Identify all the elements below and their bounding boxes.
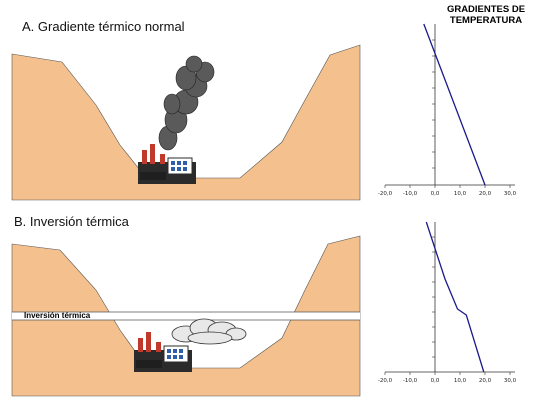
trapped-smoke-cloud-icon <box>171 318 247 345</box>
panel-a-title: A. Gradiente térmico normal <box>22 19 185 34</box>
graphs-title: GRADIENTES DE TEMPERATURA <box>436 4 536 26</box>
valley-terrain-a <box>11 44 361 201</box>
graph-a-x-tick-label: 30,0 <box>504 191 517 197</box>
graph-b-yticks <box>432 236 435 358</box>
graph-a-x-tick-label: 10,0 <box>454 191 467 197</box>
graph-a-gradient-line <box>423 23 486 186</box>
gradient-graph-a: -20,0 -10,0 0,0 10,0 20,0 30,0 <box>378 23 517 197</box>
graph-a-x-tick-label: 0,0 <box>431 191 440 197</box>
graph-a-x-tick-label: -10,0 <box>403 191 418 197</box>
graph-a-x-tick-label: 20,0 <box>479 191 492 197</box>
graphs-title-line1: GRADIENTES DE <box>446 4 526 15</box>
factory-icon-a <box>138 144 196 184</box>
inversion-layer <box>12 311 360 321</box>
graph-b-x-tick-label: 0,0 <box>431 378 440 384</box>
panel-b-title: B. Inversión térmica <box>14 214 129 229</box>
graph-b-x-tick-label: 30,0 <box>504 378 517 384</box>
smoke-plume-icon <box>158 55 215 151</box>
graph-b-x-tick-label: -20,0 <box>378 378 393 384</box>
graph-a-x-tick-group: -20,0 -10,0 0,0 10,0 20,0 30,0 <box>378 185 517 197</box>
graph-b-x-tick-label: -10,0 <box>403 378 418 384</box>
inversion-layer-label: Inversión térmica <box>24 311 91 320</box>
graph-a-yticks <box>432 39 435 169</box>
graph-a-x-tick-label: -20,0 <box>378 191 393 197</box>
graph-b-x-tick-label: 20,0 <box>479 378 492 384</box>
graph-b-gradient-line <box>425 221 485 373</box>
graphs-title-line2: TEMPERATURA <box>449 15 523 26</box>
graph-b-x-tick-label: 10,0 <box>454 378 467 384</box>
valley-terrain-b <box>11 235 361 397</box>
factory-icon-b <box>134 332 192 372</box>
gradient-graph-b: -20,0 -10,0 0,0 10,0 20,0 30,0 <box>378 221 517 384</box>
graph-b-x-tick-group: -20,0 -10,0 0,0 10,0 20,0 30,0 <box>378 372 517 384</box>
